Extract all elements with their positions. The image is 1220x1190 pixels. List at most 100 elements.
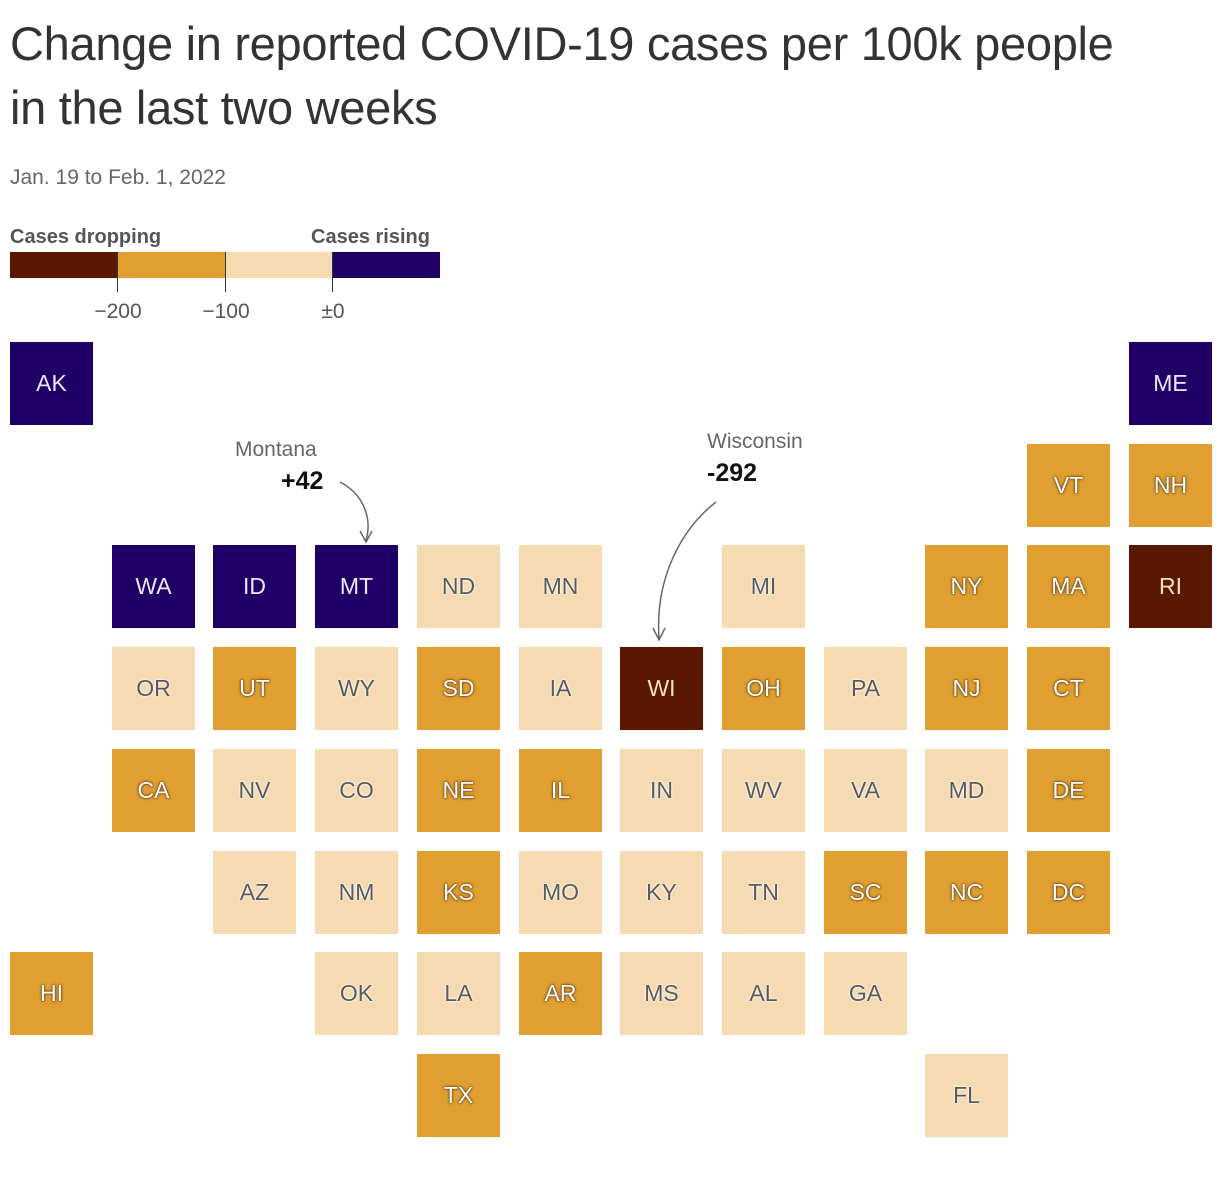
state-label: VT: [1053, 472, 1084, 498]
state-tile-nc[interactable]: NC: [925, 851, 1008, 934]
state-tile-az[interactable]: AZ: [213, 851, 296, 934]
state-tile-al[interactable]: AL: [722, 952, 805, 1035]
state-tile-vt[interactable]: VT: [1027, 444, 1110, 527]
state-tile-la[interactable]: LA: [417, 952, 500, 1035]
state-label: OR: [136, 675, 171, 701]
state-label: KS: [443, 879, 474, 905]
state-tile-ri[interactable]: RI: [1129, 545, 1212, 628]
state-tile-oh[interactable]: OH: [722, 647, 805, 730]
state-tile-dc[interactable]: DC: [1027, 851, 1110, 934]
state-tile-ct[interactable]: CT: [1027, 647, 1110, 730]
state-label: NJ: [952, 675, 981, 701]
state-label: CA: [137, 777, 170, 803]
state-tile-ny[interactable]: NY: [925, 545, 1008, 628]
state-tile-wy[interactable]: WY: [315, 647, 398, 730]
state-label: OH: [746, 675, 781, 701]
state-label: WI: [647, 675, 676, 701]
state-tile-ok[interactable]: OK: [315, 952, 398, 1035]
state-label: MO: [541, 879, 580, 905]
state-label: ME: [1153, 370, 1188, 396]
state-label: IL: [550, 777, 571, 803]
state-label: FL: [953, 1082, 980, 1108]
state-tile-nm[interactable]: NM: [315, 851, 398, 934]
state-tile-fl[interactable]: FL: [925, 1054, 1008, 1137]
state-label: MN: [542, 573, 579, 599]
state-tile-va[interactable]: VA: [824, 749, 907, 832]
state-label: MA: [1051, 573, 1086, 599]
state-label: AL: [749, 980, 778, 1006]
legend-swatch-drop: [118, 252, 225, 278]
legend-tick-label: ±0: [321, 300, 345, 323]
state-label: SD: [442, 675, 475, 701]
wisconsin-arrow: [657, 501, 717, 639]
state-tile-mo[interactable]: MO: [519, 851, 602, 934]
state-tile-nj[interactable]: NJ: [925, 647, 1008, 730]
state-label: AR: [544, 980, 577, 1006]
state-label: LA: [444, 980, 473, 1006]
state-tile-ms[interactable]: MS: [620, 952, 703, 1035]
state-tile-de[interactable]: DE: [1027, 749, 1110, 832]
state-tile-hi[interactable]: HI: [10, 952, 93, 1035]
state-tile-wi[interactable]: WI: [620, 647, 703, 730]
state-tile-ia[interactable]: IA: [519, 647, 602, 730]
state-tile-ky[interactable]: KY: [620, 851, 703, 934]
state-tile-nv[interactable]: NV: [213, 749, 296, 832]
state-tile-ca[interactable]: CA: [112, 749, 195, 832]
legend-tick-mark: [117, 252, 118, 292]
wisconsin-annotation-value: -292: [707, 459, 758, 487]
wisconsin-annotation-name: Wisconsin: [707, 430, 803, 453]
state-tile-mi[interactable]: MI: [722, 545, 805, 628]
state-label: IA: [549, 675, 572, 701]
state-tile-ne[interactable]: NE: [417, 749, 500, 832]
state-tile-co[interactable]: CO: [315, 749, 398, 832]
state-label: VA: [851, 777, 880, 803]
state-tile-in[interactable]: IN: [620, 749, 703, 832]
state-tile-pa[interactable]: PA: [824, 647, 907, 730]
montana-annotation-value: +42: [281, 467, 324, 495]
state-tile-wv[interactable]: WV: [722, 749, 805, 832]
state-tile-ak[interactable]: AK: [10, 342, 93, 425]
state-tile-ut[interactable]: UT: [213, 647, 296, 730]
state-tile-mt[interactable]: MT: [315, 545, 398, 628]
state-label: NH: [1153, 472, 1188, 498]
state-tile-me[interactable]: ME: [1129, 342, 1212, 425]
state-label: MI: [750, 573, 777, 599]
state-label: GA: [848, 980, 883, 1006]
state-tile-or[interactable]: OR: [112, 647, 195, 730]
legend-left-label: Cases dropping: [10, 226, 162, 248]
state-label: MD: [948, 777, 985, 803]
legend-swatch-rising: [332, 252, 440, 278]
state-label: SC: [849, 879, 882, 905]
state-label: CT: [1053, 675, 1084, 701]
montana-annotation-name: Montana: [235, 438, 317, 461]
state-tile-ar[interactable]: AR: [519, 952, 602, 1035]
state-label: NM: [338, 879, 375, 905]
state-label: NE: [442, 777, 475, 803]
state-tile-tn[interactable]: TN: [722, 851, 805, 934]
state-tile-il[interactable]: IL: [519, 749, 602, 832]
state-tile-nh[interactable]: NH: [1129, 444, 1212, 527]
state-tile-sc[interactable]: SC: [824, 851, 907, 934]
chart-title: Change in reported COVID-19 cases per 10…: [10, 17, 1114, 134]
state-label: AK: [36, 370, 67, 396]
state-label: IN: [650, 777, 673, 803]
state-tile-mn[interactable]: MN: [519, 545, 602, 628]
state-tile-tx[interactable]: TX: [417, 1054, 500, 1137]
state-tile-nd[interactable]: ND: [417, 545, 500, 628]
state-tile-id[interactable]: ID: [213, 545, 296, 628]
wisconsin-arrowhead: [652, 627, 666, 642]
state-label: HI: [40, 980, 63, 1006]
state-label: NV: [238, 777, 271, 803]
state-label: AZ: [239, 879, 270, 905]
legend-color-bar: [10, 252, 440, 278]
montana-arrow: [339, 481, 369, 541]
state-tile-wa[interactable]: WA: [112, 545, 195, 628]
state-label: DC: [1051, 879, 1086, 905]
state-tile-ks[interactable]: KS: [417, 851, 500, 934]
state-tile-ga[interactable]: GA: [824, 952, 907, 1035]
state-tile-sd[interactable]: SD: [417, 647, 500, 730]
state-label: DE: [1052, 777, 1085, 803]
legend-swatch-strong-drop: [10, 252, 118, 278]
state-tile-ma[interactable]: MA: [1027, 545, 1110, 628]
state-tile-md[interactable]: MD: [925, 749, 1008, 832]
